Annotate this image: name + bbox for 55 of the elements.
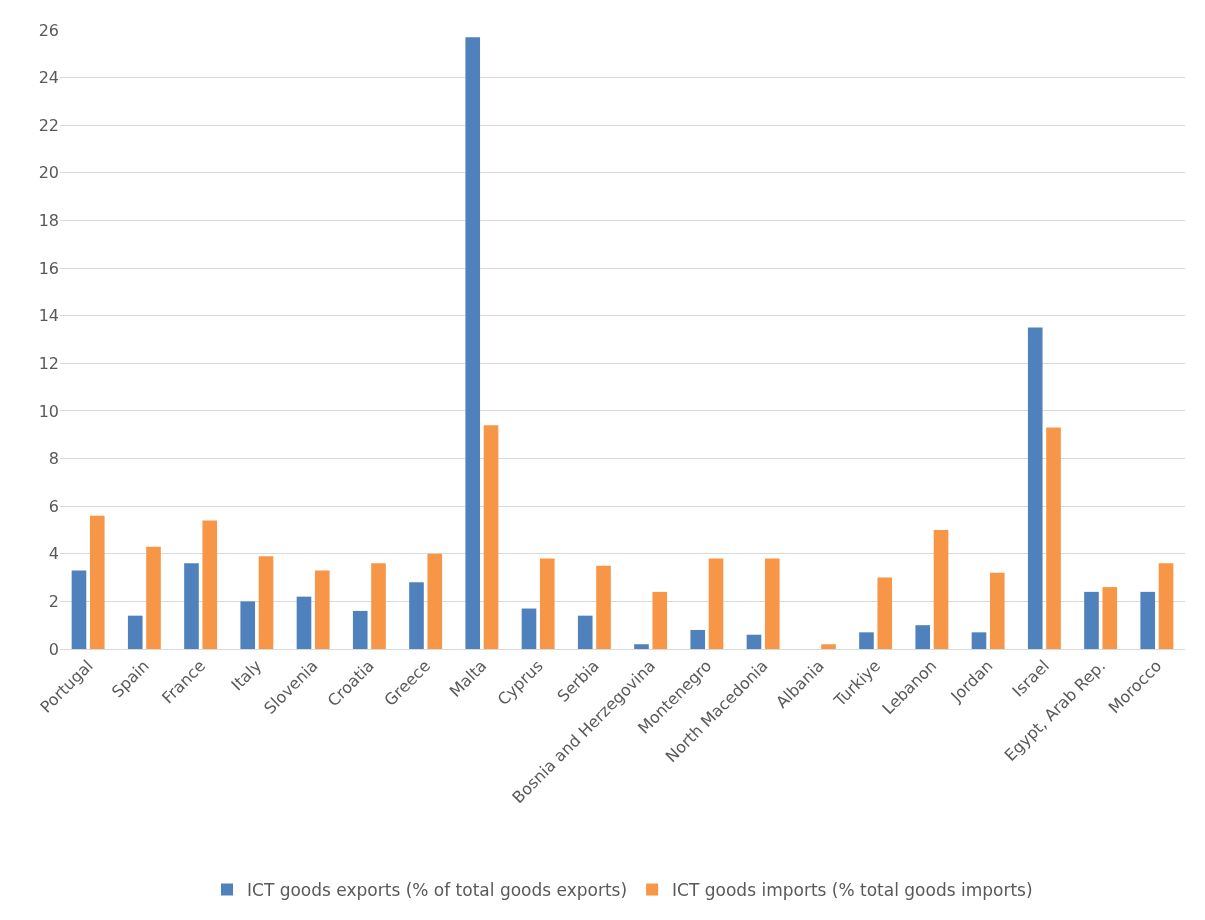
bar xyxy=(427,553,443,649)
bar xyxy=(258,556,274,649)
legend-label: ICT goods imports (% total goods imports) xyxy=(672,880,1033,901)
y-tick-label: 24 xyxy=(38,68,59,88)
bar xyxy=(89,515,105,649)
bar xyxy=(1158,563,1174,649)
bar xyxy=(1084,591,1099,649)
bar xyxy=(314,570,330,649)
y-tick-label: 6 xyxy=(48,496,59,516)
legend-label: ICT goods exports (% of total goods exports) xyxy=(247,880,628,901)
y-tick-label: 8 xyxy=(48,449,59,469)
bar xyxy=(352,610,368,649)
bar xyxy=(483,425,499,649)
y-tick-label: 4 xyxy=(48,544,59,564)
bar xyxy=(708,558,724,649)
bar xyxy=(539,558,555,649)
y-tick-label: 0 xyxy=(48,639,59,659)
bar xyxy=(1027,327,1043,649)
bar xyxy=(971,632,987,649)
bar xyxy=(521,608,537,649)
y-tick-label: 12 xyxy=(38,353,59,373)
bar xyxy=(577,615,593,649)
bar xyxy=(877,577,893,649)
bar xyxy=(596,565,611,649)
y-tick-label: 14 xyxy=(38,306,59,326)
y-tick-label: 10 xyxy=(38,401,59,421)
bar xyxy=(859,632,874,649)
y-tick-label: 2 xyxy=(48,591,59,611)
bar xyxy=(184,563,199,649)
bar xyxy=(634,644,649,649)
y-tick-label: 22 xyxy=(38,115,59,135)
bar xyxy=(71,570,87,649)
bar xyxy=(652,591,668,649)
y-tick-label: 16 xyxy=(38,258,59,278)
bar xyxy=(821,644,836,649)
y-tick-label: 26 xyxy=(38,20,59,40)
bar xyxy=(146,546,161,649)
bar xyxy=(202,520,218,649)
bar xyxy=(409,582,424,649)
y-tick-label: 18 xyxy=(38,211,59,231)
bar xyxy=(746,634,762,649)
bar xyxy=(989,572,1005,649)
bar xyxy=(465,37,481,649)
bar xyxy=(933,529,949,649)
bar xyxy=(296,596,312,649)
bar xyxy=(1140,591,1156,649)
bar xyxy=(371,563,386,649)
bar xyxy=(690,629,706,649)
bar xyxy=(1046,427,1061,649)
bar xyxy=(764,558,780,649)
bar xyxy=(240,601,256,649)
bar xyxy=(1102,587,1118,649)
bar xyxy=(915,625,931,649)
y-tick-label: 20 xyxy=(38,163,59,183)
bar xyxy=(127,615,143,649)
